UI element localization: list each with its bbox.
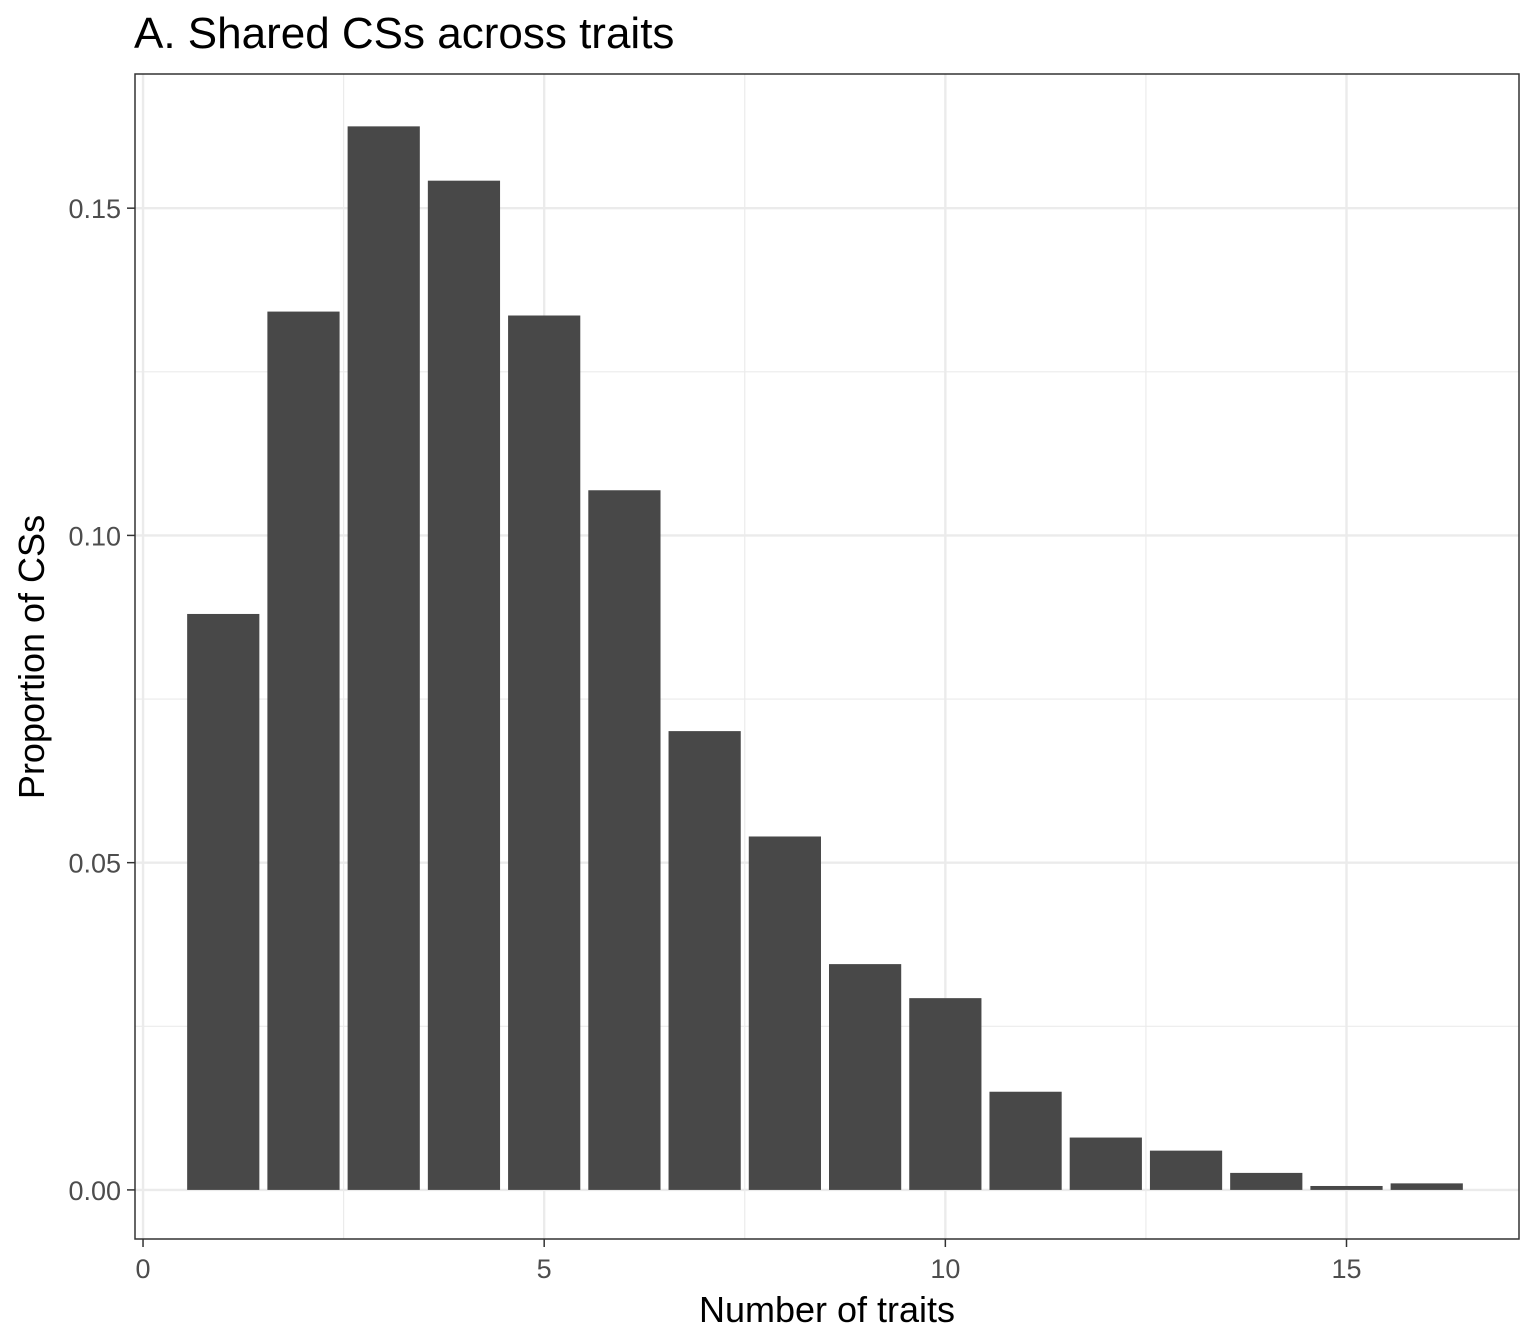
major-gridlines [135,74,1519,1239]
x-tick-label: 10 [930,1254,960,1284]
x-tick-label: 0 [136,1254,151,1284]
y-axis-title: Proportion of CSs [11,515,52,799]
y-tick-label: 0.00 [68,1176,121,1206]
y-tick-label: 0.10 [68,521,121,551]
plot-panel-border [134,73,1520,1240]
bar [1149,1150,1223,1190]
bar [267,311,340,1190]
bar [1390,1183,1463,1190]
bar [1310,1185,1383,1190]
minor-gridlines [135,74,1519,1239]
bar [508,315,581,1190]
bar [909,998,982,1190]
bar [588,490,661,1190]
y-axis-ticks: 0.00 0.05 0.10 0.15 [68,194,135,1206]
bar [1230,1172,1303,1190]
bar [989,1091,1062,1190]
bar [1069,1137,1142,1190]
chart-title: A. Shared CSs across traits [134,9,674,58]
x-axis-title: Number of traits [699,1289,955,1330]
bar [748,836,821,1190]
x-tick-label: 5 [537,1254,552,1284]
x-tick-label: 15 [1331,1254,1361,1284]
x-axis-ticks: 0 5 10 15 [136,1239,1362,1284]
bar [427,180,501,1190]
bar [347,126,420,1190]
y-tick-label: 0.15 [68,194,121,224]
y-tick-label: 0.05 [68,849,121,879]
bar [187,613,260,1190]
bar [668,731,741,1190]
bar [829,964,902,1190]
bars [187,126,1463,1190]
